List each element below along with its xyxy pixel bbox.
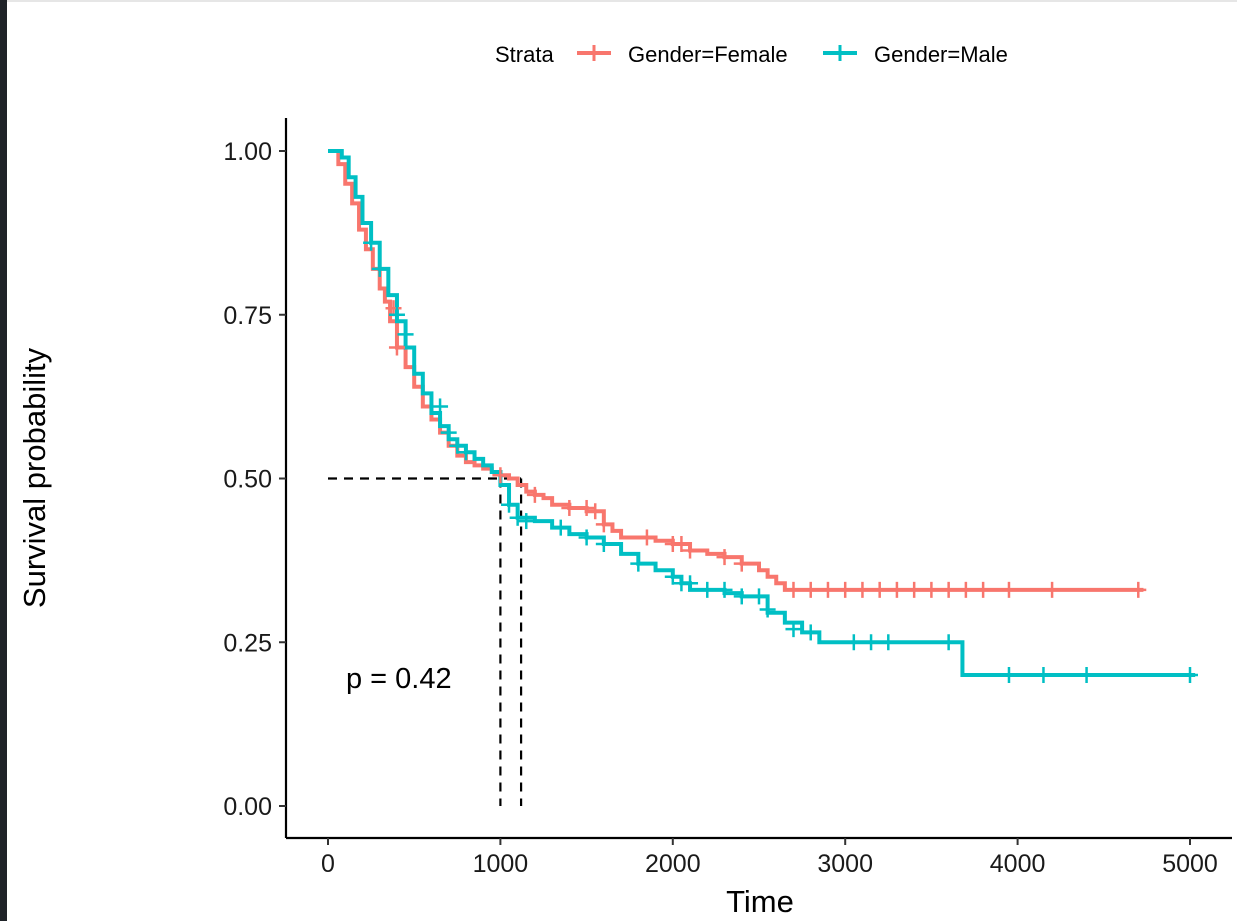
censor-mark <box>578 499 595 516</box>
censor-mark <box>1044 581 1061 598</box>
legend-label: Gender=Male <box>874 42 1008 67</box>
y-tick-label: 0.75 <box>223 302 272 330</box>
censor-mark <box>363 234 380 251</box>
legend-label: Gender=Female <box>628 42 788 67</box>
censor-mark <box>802 581 819 598</box>
censor-mark <box>802 624 819 641</box>
x-tick-label: 2000 <box>645 850 701 878</box>
censor-mark <box>733 555 750 572</box>
censor-mark <box>854 581 871 598</box>
censor-mark <box>1078 667 1095 683</box>
censor-mark <box>578 529 595 546</box>
censor-mark <box>1000 581 1017 598</box>
y-tick-label: 1.00 <box>223 138 272 166</box>
censor-mark <box>923 581 940 598</box>
legend-title: Strata <box>495 42 554 67</box>
window-top-edge <box>0 0 1237 2</box>
censor-mark <box>785 581 802 598</box>
censor-mark <box>664 568 681 585</box>
legend: Strata Gender=Female Gender=Male <box>495 42 1008 67</box>
censor-mark <box>863 634 880 651</box>
censor-marks <box>363 234 1198 683</box>
censor-mark <box>501 496 518 513</box>
censor-mark <box>492 467 509 484</box>
censor-mark <box>906 581 923 598</box>
censor-mark <box>699 581 716 598</box>
censor-mark <box>388 339 405 356</box>
censor-mark <box>1000 667 1017 683</box>
x-tick-label: 3000 <box>817 850 873 878</box>
censor-mark <box>733 588 750 605</box>
y-ticks: 0.00 0.25 0.50 0.75 1.00 <box>223 138 286 821</box>
censor-mark <box>518 513 535 530</box>
censor-mark <box>1130 581 1147 598</box>
y-tick-label: 0.25 <box>223 629 272 657</box>
censor-mark <box>845 634 862 651</box>
censor-mark <box>871 581 888 598</box>
censor-mark <box>673 536 690 552</box>
censor-mark <box>837 581 854 598</box>
legend-item: Gender=Male <box>823 42 1008 67</box>
censor-mark <box>751 588 767 605</box>
censor-mark <box>388 306 405 323</box>
y-tick-label: 0.00 <box>223 793 272 821</box>
censor-mark <box>595 536 612 552</box>
censor-mark <box>957 581 974 598</box>
censor-mark <box>819 581 836 598</box>
censor-mark <box>638 529 655 546</box>
censor-mark <box>457 444 474 461</box>
censor-mark <box>552 519 569 536</box>
censor-mark <box>975 581 992 598</box>
censor-mark <box>397 326 414 343</box>
x-tick-label: 1000 <box>473 850 529 878</box>
y-tick-label: 0.50 <box>223 466 272 494</box>
censor-mark <box>716 581 733 598</box>
x-ticks: 0 1000 2000 3000 4000 5000 <box>321 838 1218 878</box>
censor-mark <box>716 549 733 566</box>
x-axis-title: Time <box>726 884 794 919</box>
y-axis-title: Survival probability <box>17 347 52 608</box>
axes: 0.00 0.25 0.50 0.75 1.00 0 1000 2000 3000 4000 50… <box>223 118 1232 878</box>
plot-area <box>328 149 1198 806</box>
censor-mark <box>682 542 699 559</box>
censor-mark <box>880 634 897 651</box>
window-left-edge <box>0 0 7 921</box>
censor-mark <box>759 601 776 618</box>
censor-mark <box>1035 667 1052 683</box>
x-tick-label: 0 <box>321 850 335 878</box>
censor-mark <box>785 621 802 638</box>
p-value-annotation: p = 0.42 <box>346 663 452 695</box>
censor-mark <box>526 486 543 503</box>
censor-mark <box>1182 667 1198 683</box>
survival-curve-gender-female <box>328 149 1144 592</box>
x-tick-label: 5000 <box>1162 850 1218 878</box>
censor-mark <box>371 260 388 277</box>
censor-mark <box>509 509 526 526</box>
censor-mark <box>432 398 449 415</box>
censor-mark <box>595 516 612 533</box>
legend-item: Gender=Female <box>577 42 788 67</box>
censor-mark <box>587 503 604 520</box>
censor-mark <box>440 424 457 441</box>
x-tick-label: 4000 <box>990 850 1046 878</box>
censor-mark <box>630 555 647 572</box>
censor-mark <box>682 575 699 592</box>
censor-mark <box>449 437 466 454</box>
censor-mark <box>940 634 957 651</box>
censor-mark <box>940 581 957 598</box>
legend-items: Gender=Female Gender=Male <box>577 42 1008 67</box>
censor-mark <box>561 499 578 516</box>
censor-mark <box>888 581 905 598</box>
median-lines <box>328 477 523 806</box>
